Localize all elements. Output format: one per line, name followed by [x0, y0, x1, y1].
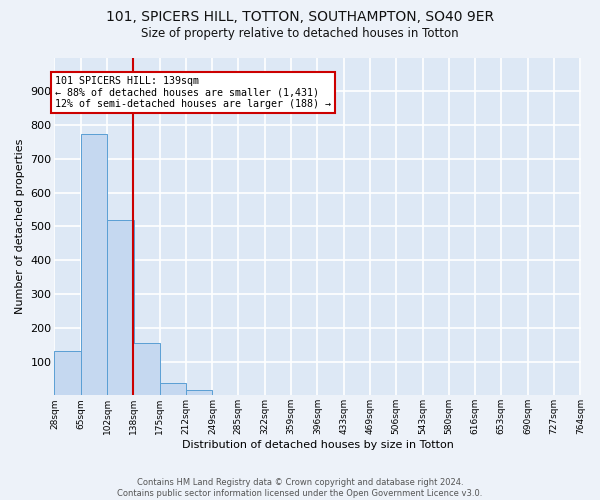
Bar: [55, 352, 81, 396]
Bar: [107, 220, 134, 396]
Bar: [160, 383, 186, 396]
Bar: [133, 343, 160, 396]
Text: Contains HM Land Registry data © Crown copyright and database right 2024.
Contai: Contains HM Land Registry data © Crown c…: [118, 478, 482, 498]
Bar: [81, 134, 107, 396]
Bar: [186, 390, 212, 396]
Text: 101, SPICERS HILL, TOTTON, SOUTHAMPTON, SO40 9ER: 101, SPICERS HILL, TOTTON, SOUTHAMPTON, …: [106, 10, 494, 24]
Y-axis label: Number of detached properties: Number of detached properties: [15, 138, 25, 314]
Text: Size of property relative to detached houses in Totton: Size of property relative to detached ho…: [141, 28, 459, 40]
X-axis label: Distribution of detached houses by size in Totton: Distribution of detached houses by size …: [182, 440, 454, 450]
Text: 101 SPICERS HILL: 139sqm
← 88% of detached houses are smaller (1,431)
12% of sem: 101 SPICERS HILL: 139sqm ← 88% of detach…: [55, 76, 331, 110]
Bar: [212, 394, 239, 396]
